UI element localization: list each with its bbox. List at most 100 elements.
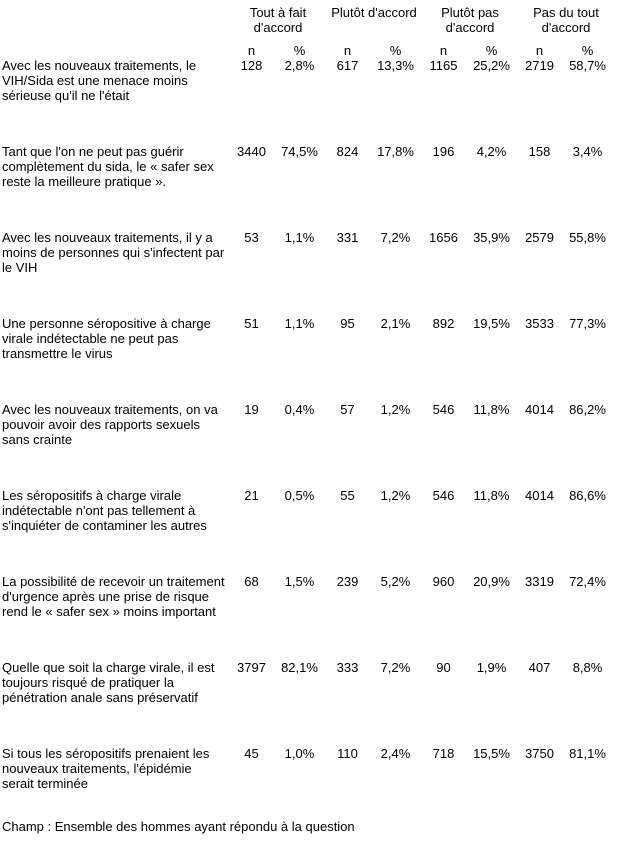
n-value: 57 bbox=[340, 402, 355, 417]
pct-value: 3,4% bbox=[572, 144, 603, 159]
pct-value: 2,1% bbox=[380, 316, 411, 331]
pct-value: 1,2% bbox=[380, 402, 411, 417]
pct-value: 25,2% bbox=[473, 58, 510, 73]
n-value: 45 bbox=[244, 746, 259, 761]
pct-value: 74,5% bbox=[281, 144, 318, 159]
table-row: Tant que l'on ne peut pas guérir complèt… bbox=[2, 144, 614, 230]
pct-value: 0,4% bbox=[284, 402, 315, 417]
n-value: 3750 bbox=[525, 746, 554, 761]
n-value: 960 bbox=[432, 574, 455, 589]
agreement-survey-table: Tout à fait d'accord Plutôt d'accord Plu… bbox=[2, 5, 614, 819]
n-value: 239 bbox=[336, 574, 359, 589]
n-value: 3797 bbox=[237, 660, 266, 675]
n-value: 546 bbox=[432, 402, 455, 417]
n-column-header: n bbox=[247, 43, 256, 58]
n-value: 892 bbox=[432, 316, 455, 331]
pct-value: 7,2% bbox=[380, 660, 411, 675]
pct-value: 86,6% bbox=[569, 488, 606, 503]
pct-value: 13,3% bbox=[377, 58, 414, 73]
n-column-header: n bbox=[439, 43, 448, 58]
pct-value: 11,8% bbox=[473, 488, 510, 503]
table-row: Les séropositifs à charge virale indétec… bbox=[2, 488, 614, 574]
pct-value: 55,8% bbox=[569, 230, 606, 245]
n-value: 824 bbox=[336, 144, 359, 159]
n-value: 110 bbox=[337, 746, 358, 761]
statement-text: Quelle que soit la charge virale, il est… bbox=[2, 660, 215, 705]
pct-value: 58,7% bbox=[569, 58, 606, 73]
column-group-header-tout-a-fait: Tout à fait d'accord bbox=[249, 5, 307, 35]
pct-value: 7,2% bbox=[380, 230, 411, 245]
pct-value: 5,2% bbox=[380, 574, 411, 589]
sub-header-row: n % n % n % n % bbox=[2, 43, 614, 58]
statement-text: Avec les nouveaux traitements, il y a mo… bbox=[2, 230, 225, 275]
n-value: 4014 bbox=[525, 402, 554, 417]
column-group-header-plutot-daccord: Plutôt d'accord bbox=[331, 5, 417, 20]
n-value: 331 bbox=[336, 230, 359, 245]
pct-value: 17,8% bbox=[377, 144, 414, 159]
n-value: 19 bbox=[244, 402, 259, 417]
n-column-header: n bbox=[343, 43, 352, 58]
n-value: 3440 bbox=[237, 144, 266, 159]
table-row: Avec les nouveaux traitements, il y a mo… bbox=[2, 230, 614, 316]
statement-text: Avec les nouveaux traitements, on va pou… bbox=[2, 402, 218, 447]
table-row: Avec les nouveaux traitements, on va pou… bbox=[2, 402, 614, 488]
n-value: 55 bbox=[340, 488, 355, 503]
statement-text: Avec les nouveaux traitements, le VIH/Si… bbox=[2, 58, 197, 103]
pct-value: 0,5% bbox=[284, 488, 315, 503]
pct-value: 82,1% bbox=[281, 660, 318, 675]
n-column-header: n bbox=[535, 43, 544, 58]
pct-value: 2,8% bbox=[284, 58, 315, 73]
n-value: 4014 bbox=[525, 488, 554, 503]
n-value: 53 bbox=[244, 230, 259, 245]
n-value: 158 bbox=[528, 144, 551, 159]
table-body: Avec les nouveaux traitements, le VIH/Si… bbox=[2, 58, 614, 819]
n-value: 617 bbox=[336, 58, 359, 73]
percent-column-header: % bbox=[389, 43, 402, 58]
n-value: 1165 bbox=[429, 58, 458, 73]
n-value: 68 bbox=[244, 574, 259, 589]
column-group-header-plutot-pas: Plutôt pas d'accord bbox=[441, 5, 499, 35]
pct-value: 77,3% bbox=[569, 316, 606, 331]
pct-value: 1,2% bbox=[380, 488, 411, 503]
n-value: 51 bbox=[244, 316, 259, 331]
pct-value: 11,8% bbox=[473, 402, 510, 417]
pct-value: 20,9% bbox=[473, 574, 510, 589]
n-value: 95 bbox=[340, 316, 355, 331]
statement-text: La possibilité de recevoir un traitement… bbox=[2, 574, 225, 619]
n-value: 2579 bbox=[525, 230, 554, 245]
table-scope-note: Champ : Ensemble des hommes ayant répond… bbox=[2, 819, 355, 834]
pct-value: 8,8% bbox=[572, 660, 603, 675]
n-value: 3533 bbox=[525, 316, 554, 331]
n-value: 196 bbox=[432, 144, 455, 159]
n-value: 128 bbox=[240, 58, 263, 73]
pct-value: 1,9% bbox=[476, 660, 507, 675]
n-value: 407 bbox=[528, 660, 551, 675]
pct-value: 1,0% bbox=[284, 746, 315, 761]
n-value: 90 bbox=[436, 660, 451, 675]
percent-column-header: % bbox=[293, 43, 306, 58]
statement-text: Les séropositifs à charge virale indétec… bbox=[2, 488, 207, 533]
statement-column-spacer bbox=[2, 5, 230, 43]
statement-column-spacer bbox=[2, 43, 230, 58]
table-row: La possibilité de recevoir un traitement… bbox=[2, 574, 614, 660]
group-header-row: Tout à fait d'accord Plutôt d'accord Plu… bbox=[2, 5, 614, 43]
column-group-header-pas-du-tout: Pas du tout d'accord bbox=[533, 5, 599, 35]
pct-value: 72,4% bbox=[569, 574, 606, 589]
pct-value: 4,2% bbox=[476, 144, 507, 159]
n-value: 718 bbox=[432, 746, 455, 761]
pct-value: 86,2% bbox=[569, 402, 606, 417]
pct-value: 81,1% bbox=[569, 746, 606, 761]
pct-value: 1,1% bbox=[284, 230, 315, 245]
table-row: Avec les nouveaux traitements, le VIH/Si… bbox=[2, 58, 614, 144]
percent-column-header: % bbox=[485, 43, 498, 58]
pct-value: 1,5% bbox=[284, 574, 315, 589]
table-header: Tout à fait d'accord Plutôt d'accord Plu… bbox=[2, 5, 614, 58]
statement-text: Une personne séropositive à charge viral… bbox=[2, 316, 211, 361]
pct-value: 1,1% bbox=[284, 316, 315, 331]
n-value: 2719 bbox=[525, 58, 554, 73]
n-value: 1656 bbox=[429, 230, 458, 245]
table-row: Une personne séropositive à charge viral… bbox=[2, 316, 614, 402]
pct-value: 2,4% bbox=[380, 746, 411, 761]
pct-value: 19,5% bbox=[473, 316, 510, 331]
